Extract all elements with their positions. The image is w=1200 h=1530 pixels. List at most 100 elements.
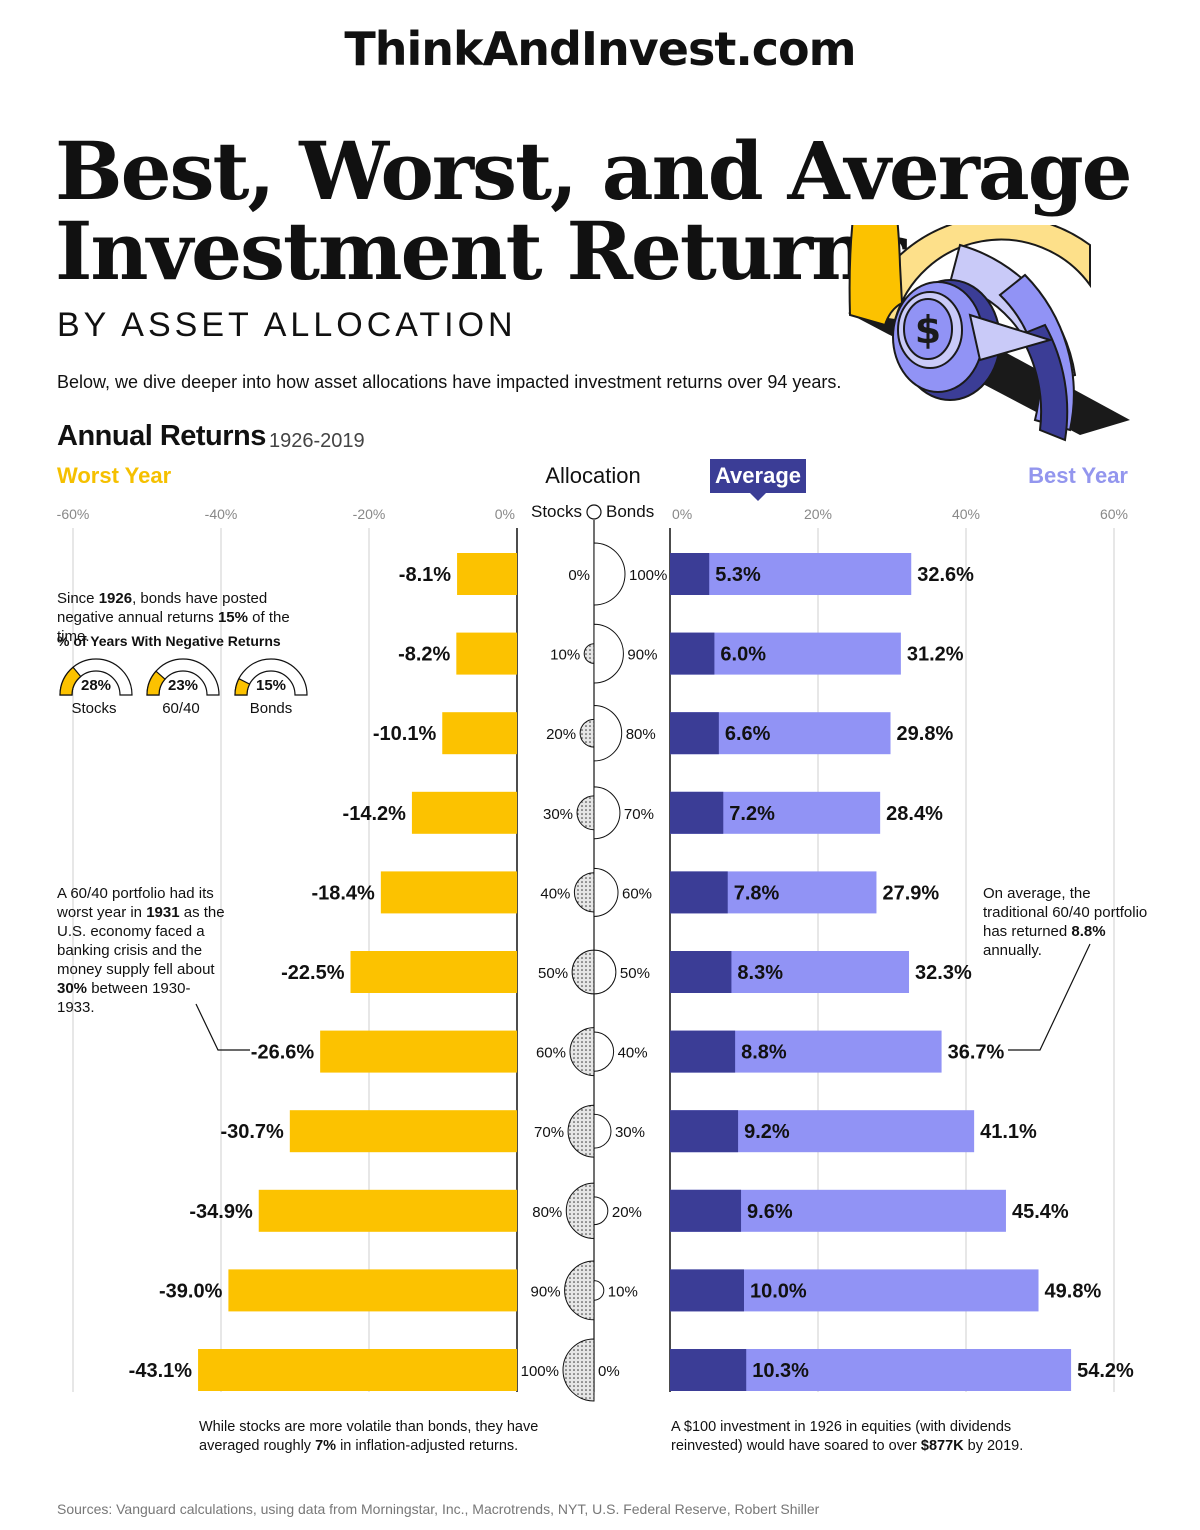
average-bar <box>670 791 724 834</box>
bonds-half-circle <box>593 786 621 840</box>
bonds-half-circle <box>593 1113 612 1149</box>
site-name: ThinkAndInvest.com <box>344 22 856 76</box>
gauge-dial-icon: $ <box>848 225 1130 442</box>
worst-value-label: -8.1% <box>399 564 451 586</box>
worst-bar <box>258 1189 517 1232</box>
average-6040-note: On average, the traditional 60/40 portfo… <box>983 885 1148 959</box>
svg-text:$: $ <box>915 308 941 352</box>
gauge-fill <box>234 677 251 696</box>
average-value-label: 6.6% <box>725 723 771 745</box>
average-bar <box>670 712 719 755</box>
bonds-half-circle <box>593 704 623 762</box>
gauge-stocks-dial <box>59 658 133 696</box>
bonds-allocation-label: 70% <box>624 806 654 823</box>
average-bar <box>670 1110 739 1153</box>
bonds-allocation-label: 0% <box>598 1363 620 1380</box>
worst-value-label: -8.2% <box>398 644 450 666</box>
gauge-track <box>234 658 308 696</box>
stocks-half-circle <box>576 795 595 831</box>
worst-value-label: -34.9% <box>189 1201 253 1223</box>
best-value-label: 32.6% <box>917 564 974 586</box>
best-value-label: 36.7% <box>948 1042 1005 1064</box>
allocation-header-circle-icon <box>586 504 602 520</box>
stocks-allocation-label: 0% <box>568 567 590 584</box>
page-title-line-1: Best, Worst, and Average <box>55 124 1133 218</box>
average-bar <box>670 553 710 595</box>
best-value-label: 31.2% <box>907 644 964 666</box>
stocks-allocation-label: 30% <box>543 806 573 823</box>
worst-bar <box>350 951 517 993</box>
worst-bar <box>228 1269 517 1312</box>
bonds-half-circle <box>593 1031 615 1072</box>
average-value-label: 7.8% <box>734 882 780 904</box>
stocks-half-circle <box>571 949 595 995</box>
gauge-bonds-dial <box>234 658 308 696</box>
average-value-label: 10.0% <box>750 1280 807 1302</box>
average-note-leader-line <box>1008 943 1091 1051</box>
stocks-half-circle <box>569 1027 595 1077</box>
worst-bar <box>380 871 517 914</box>
note-avg: 8.8% <box>1071 923 1106 940</box>
best-tick-label: 40% <box>952 506 980 522</box>
best-value-label: 49.8% <box>1045 1280 1102 1302</box>
stocks-column-label: Stocks <box>531 502 583 521</box>
stocks-allocation-label: 90% <box>531 1283 561 1300</box>
worst-value-label: -30.7% <box>220 1121 284 1143</box>
bonds-allocation-label: 60% <box>622 885 652 902</box>
gauge-fill <box>59 666 82 696</box>
worst-bar <box>457 553 517 595</box>
note-877k: $877K <box>920 1438 964 1454</box>
page-title-line-2: Investment Returns <box>55 204 912 298</box>
gauges-heading: % of Years With Negative Returns <box>57 633 281 649</box>
bonds-allocation-label: 30% <box>615 1124 645 1141</box>
best-tick-label: 20% <box>804 506 832 522</box>
note-pct-30: 30% <box>57 980 88 997</box>
stocks-half-circle <box>579 718 595 748</box>
worst-value-label: -10.1% <box>373 723 437 745</box>
best-year-heading: Best Year <box>1028 463 1128 488</box>
average-value-label: 9.2% <box>744 1121 790 1143</box>
section-title: Annual Returns <box>57 420 266 452</box>
worst-year-heading: Worst Year <box>57 463 172 488</box>
section-period: 1926-2019 <box>269 430 365 452</box>
stocks-allocation-label: 10% <box>550 647 580 664</box>
best-value-label: 28.4% <box>886 803 943 825</box>
average-bar <box>670 1269 744 1312</box>
sources-footer: Sources: Vanguard calculations, using da… <box>57 1501 820 1517</box>
stocks-allocation-label: 50% <box>538 965 568 982</box>
gauge-bonds-value: 15% <box>255 677 287 694</box>
worst-value-label: -26.6% <box>251 1042 315 1064</box>
bonds-half-circle <box>593 542 626 606</box>
average-bar <box>670 1349 747 1391</box>
bonds-negative-note: Since 1926, bonds have posted negative a… <box>57 590 290 645</box>
bonds-allocation-label: 40% <box>618 1045 648 1062</box>
bonds-allocation-label: 90% <box>627 647 657 664</box>
gauge-stocks-value: 28% <box>80 677 112 694</box>
gauge-stocks-label: Stocks <box>71 700 117 717</box>
average-bar <box>670 632 715 675</box>
stocks-half-circle <box>574 872 595 913</box>
average-value-label: 8.3% <box>737 962 783 984</box>
gauge-6040-dial <box>146 658 220 696</box>
worst-bar <box>320 1030 517 1073</box>
stocks-allocation-label: 60% <box>536 1045 566 1062</box>
worst-tick-label: -40% <box>205 506 238 522</box>
stocks-half-circle <box>583 643 595 664</box>
average-value-label: 7.2% <box>729 803 775 825</box>
average-bar <box>670 1030 736 1073</box>
gauge-stocks: 28% <box>56 651 133 701</box>
average-value-label: 8.8% <box>741 1042 787 1064</box>
bonds-allocation-label: 20% <box>612 1204 642 1221</box>
bonds-allocation-label: 10% <box>608 1283 638 1300</box>
average-bar <box>670 1189 742 1232</box>
best-value-label: 27.9% <box>882 882 939 904</box>
page-subtitle: BY ASSET ALLOCATION <box>57 306 517 344</box>
worst-value-label: -43.1% <box>129 1360 193 1382</box>
bonds-half-circle <box>593 1280 605 1301</box>
bonds-half-circle <box>593 867 619 917</box>
best-value-label: 32.3% <box>915 962 972 984</box>
gauge-track <box>59 658 133 696</box>
worst-value-label: -22.5% <box>281 962 345 984</box>
gauge-6040: 23% <box>143 651 223 701</box>
